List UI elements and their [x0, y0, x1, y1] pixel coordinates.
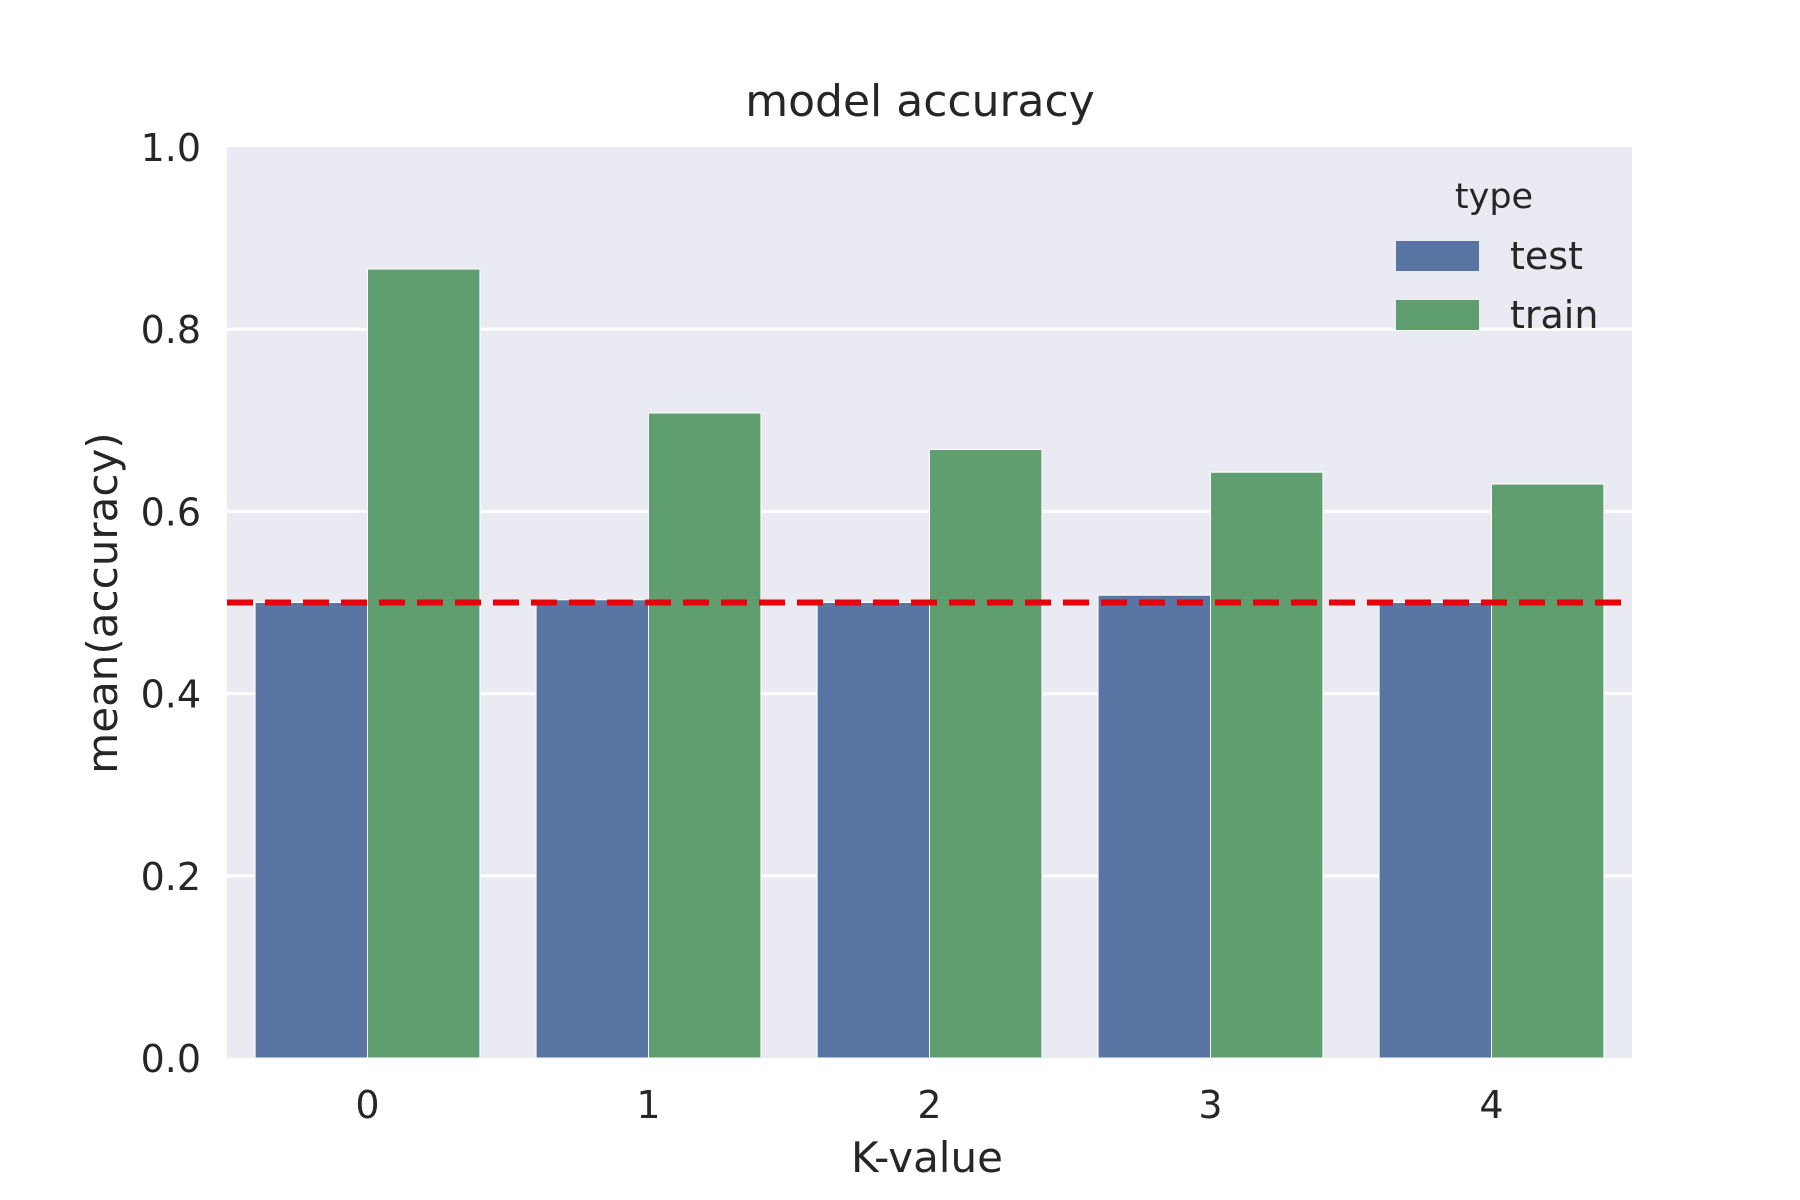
bar-train-4	[1491, 483, 1605, 1059]
legend-label-test: test	[1510, 234, 1583, 278]
y-tick-label: 0.4	[141, 673, 201, 717]
x-tick-label: 2	[917, 1083, 941, 1127]
legend-title: type	[1455, 177, 1533, 217]
y-tick-label: 0.0	[141, 1037, 201, 1081]
x-axis-label: K-value	[851, 1133, 1003, 1182]
y-tick-label: 1.0	[141, 126, 201, 170]
bar-train-3	[1210, 471, 1324, 1059]
bar-train-1	[648, 412, 762, 1059]
bar-test-2	[816, 602, 930, 1059]
legend-swatch-test	[1396, 241, 1479, 271]
legend: type test train	[1396, 177, 1598, 337]
bar-test-1	[535, 599, 649, 1059]
x-tick-label: 1	[636, 1083, 660, 1127]
legend-swatch-train	[1396, 300, 1479, 330]
bar-train-0	[367, 268, 481, 1059]
y-tick-label: 0.2	[141, 855, 201, 899]
bar-test-3	[1097, 594, 1211, 1059]
x-tick-label: 4	[1479, 1083, 1503, 1127]
y-tick-label: 0.6	[141, 490, 201, 534]
bar-test-0	[254, 602, 369, 1059]
x-tick-labels: 0 1 2 3 4	[355, 1083, 1503, 1127]
y-tick-labels: 0.0 0.2 0.4 0.6 0.8 1.0	[141, 126, 201, 1081]
y-axis-label: mean(accuracy)	[78, 432, 127, 773]
y-tick-label: 0.8	[141, 308, 201, 352]
x-tick-label: 0	[355, 1083, 379, 1127]
bar-train-2	[929, 448, 1043, 1059]
bar-test-4	[1378, 602, 1492, 1059]
x-tick-label: 3	[1198, 1083, 1222, 1127]
chart-title: model accuracy	[745, 76, 1095, 127]
bars	[254, 268, 1605, 1059]
legend-label-train: train	[1510, 293, 1598, 337]
